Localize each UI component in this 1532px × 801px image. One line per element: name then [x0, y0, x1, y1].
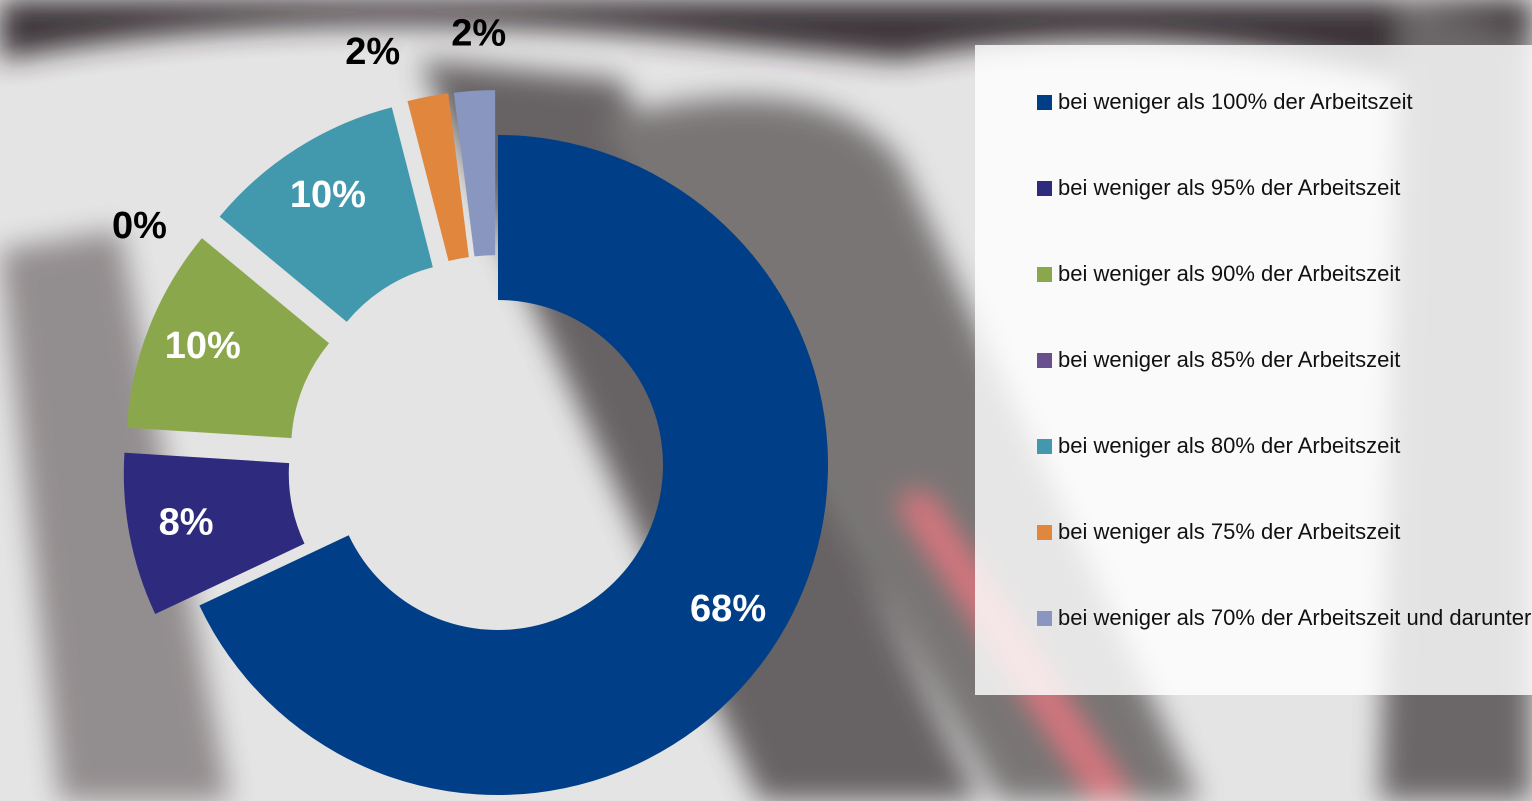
legend-label: bei weniger als 100% der Arbeitszeit	[1058, 89, 1413, 114]
legend-item: bei weniger als 80% der Arbeitszeit	[1037, 433, 1532, 519]
data-label: 0%	[112, 205, 167, 247]
legend-item: bei weniger als 75% der Arbeitszeit	[1037, 519, 1532, 605]
legend-label: bei weniger als 80% der Arbeitszeit	[1058, 433, 1401, 458]
legend-label: bei weniger als 70% der Arbeitszeit und …	[1058, 605, 1532, 630]
data-label: 2%	[451, 12, 506, 54]
data-label: 2%	[345, 31, 400, 73]
data-label: 68%	[690, 588, 766, 630]
donut-segment	[453, 90, 496, 257]
legend-swatch	[1037, 525, 1052, 540]
legend-swatch	[1037, 611, 1052, 626]
data-label: 10%	[165, 325, 241, 367]
donut-segment	[209, 225, 337, 332]
legend-label: bei weniger als 90% der Arbeitszeit	[1058, 261, 1401, 286]
data-label: 10%	[290, 174, 366, 216]
data-label: 8%	[159, 502, 214, 544]
donut-segment	[126, 238, 330, 439]
legend-swatch	[1037, 181, 1052, 196]
legend-item: bei weniger als 85% der Arbeitszeit	[1037, 347, 1532, 433]
legend-swatch	[1037, 95, 1052, 110]
legend-swatch	[1037, 439, 1052, 454]
legend-swatch	[1037, 353, 1052, 368]
donut-segment	[219, 107, 433, 322]
legend-label: bei weniger als 85% der Arbeitszeit	[1058, 347, 1401, 372]
legend: bei weniger als 100% der Arbeitszeit bei …	[975, 45, 1532, 695]
donut-segment	[123, 452, 305, 614]
donut-segment	[407, 93, 469, 261]
legend-swatch	[1037, 267, 1052, 282]
chart: 68% 8% 10% 0% 10% 2% 2%	[112, 12, 829, 795]
donut-segment	[199, 135, 829, 795]
legend-label: bei weniger als 75% der Arbeitszeit	[1058, 519, 1401, 544]
legend-item: bei weniger als 70% der Arbeitszeit und …	[1037, 605, 1532, 691]
legend-item: bei weniger als 100% der Arbeitszeit	[1037, 89, 1532, 175]
legend-item: bei weniger als 95% der Arbeitszeit	[1037, 175, 1532, 261]
legend-label: bei weniger als 95% der Arbeitszeit	[1058, 175, 1401, 200]
legend-item: bei weniger als 90% der Arbeitszeit	[1037, 261, 1532, 347]
